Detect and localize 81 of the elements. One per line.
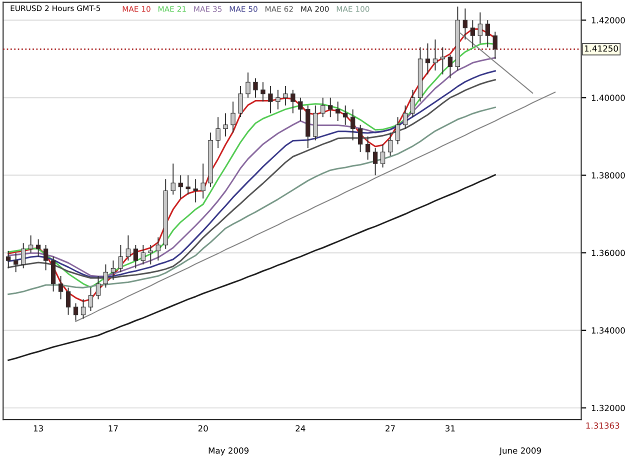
text: May 2009 (208, 447, 249, 456)
candlestick (313, 104, 318, 141)
candlestick (388, 132, 393, 156)
candlestick (103, 264, 108, 288)
candlestick (73, 302, 78, 322)
candlestick (268, 86, 273, 114)
candlestick (402, 104, 408, 130)
candlestick (140, 244, 146, 265)
ref-line-label: 1.41250 (584, 45, 618, 52)
candlestick (193, 178, 198, 203)
candlestick (36, 238, 41, 258)
candlestick (336, 101, 340, 122)
text: 1.31363 (586, 422, 620, 429)
line-series (8, 174, 496, 361)
candlestick (283, 86, 288, 106)
candlestick (448, 54, 453, 79)
candlestick (6, 250, 11, 269)
candlestick (425, 42, 430, 75)
candlestick (186, 174, 190, 196)
y-tick-label: 1.34000 (592, 327, 625, 334)
candlestick (462, 8, 468, 40)
candlestick (260, 82, 266, 102)
x-tick-label: 13 (34, 425, 43, 432)
candlestick (178, 174, 183, 199)
x-tick-label: 17 (108, 425, 118, 432)
y-tick-label: 1.36000 (592, 250, 625, 256)
candlestick (88, 287, 94, 312)
candlestick (478, 12, 482, 44)
candlestick (230, 101, 236, 134)
candlestick (148, 244, 153, 265)
x-tick-label: 27 (386, 425, 395, 432)
candlestick (43, 244, 48, 271)
candlestick (246, 72, 250, 98)
candlestick (96, 276, 101, 300)
candlestick (58, 276, 64, 300)
candlestick (118, 244, 124, 273)
candlestick (290, 89, 296, 114)
candlestick (253, 78, 258, 98)
candlestick (66, 287, 71, 316)
candlestick (328, 97, 333, 118)
y-tick-label: 1.40000 (592, 94, 625, 101)
candlestick (343, 104, 348, 126)
candlestick (410, 89, 416, 118)
candlestick (200, 163, 206, 199)
line-series (457, 30, 534, 94)
candlestick (14, 252, 18, 273)
candlestick (358, 124, 363, 152)
candlestick (298, 97, 303, 122)
candlestick (492, 31, 498, 60)
candlestick (170, 163, 176, 196)
candlestick (28, 234, 34, 254)
candlestick (238, 86, 243, 118)
x-tick-label: 24 (296, 425, 306, 432)
candlestick (50, 256, 56, 292)
y-tick-label: 1.38000 (592, 172, 625, 179)
candlestick (365, 136, 370, 160)
candlestick (21, 242, 26, 269)
x-tick-label: 20 (198, 425, 208, 432)
line-series (8, 106, 496, 296)
candlestick (432, 39, 438, 72)
x-tick-label: 31 (446, 425, 455, 432)
text: June 2009 (499, 447, 541, 456)
candlestick (380, 144, 386, 168)
candlestick (395, 116, 400, 145)
candlestick (216, 116, 220, 149)
candlestick (372, 148, 378, 176)
candlestick (320, 97, 326, 118)
candlestick (110, 260, 116, 280)
candlestick (485, 20, 490, 48)
candlestick (350, 108, 356, 141)
line-series (75, 92, 556, 322)
candlestick (126, 234, 131, 262)
candlestick (440, 46, 446, 75)
candlestick (276, 89, 280, 110)
candlestick (470, 20, 476, 48)
candlestick (133, 244, 138, 269)
candlestick (223, 112, 228, 137)
candlestick (156, 236, 160, 262)
y-tick-label: 1.42000 (592, 17, 625, 24)
y-tick-label: 1.32000 (592, 404, 625, 412)
candlestick (80, 298, 86, 320)
